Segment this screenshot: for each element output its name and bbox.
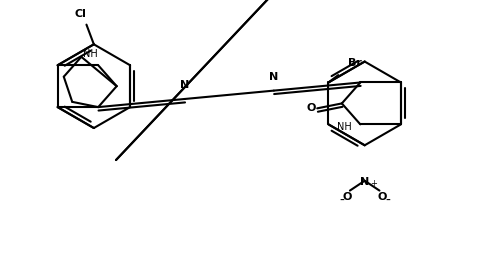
Text: -: - [386, 194, 390, 207]
Text: +: + [371, 179, 378, 188]
Text: Br: Br [348, 58, 362, 68]
Text: NH: NH [83, 49, 98, 59]
Text: O: O [377, 192, 387, 202]
Text: N: N [269, 72, 279, 82]
Text: Cl: Cl [74, 9, 86, 19]
Text: N: N [180, 80, 189, 90]
Text: O: O [343, 192, 352, 202]
Text: -: - [339, 194, 344, 207]
Text: N: N [360, 177, 369, 187]
Text: O: O [306, 103, 316, 113]
Text: NH: NH [337, 122, 352, 132]
